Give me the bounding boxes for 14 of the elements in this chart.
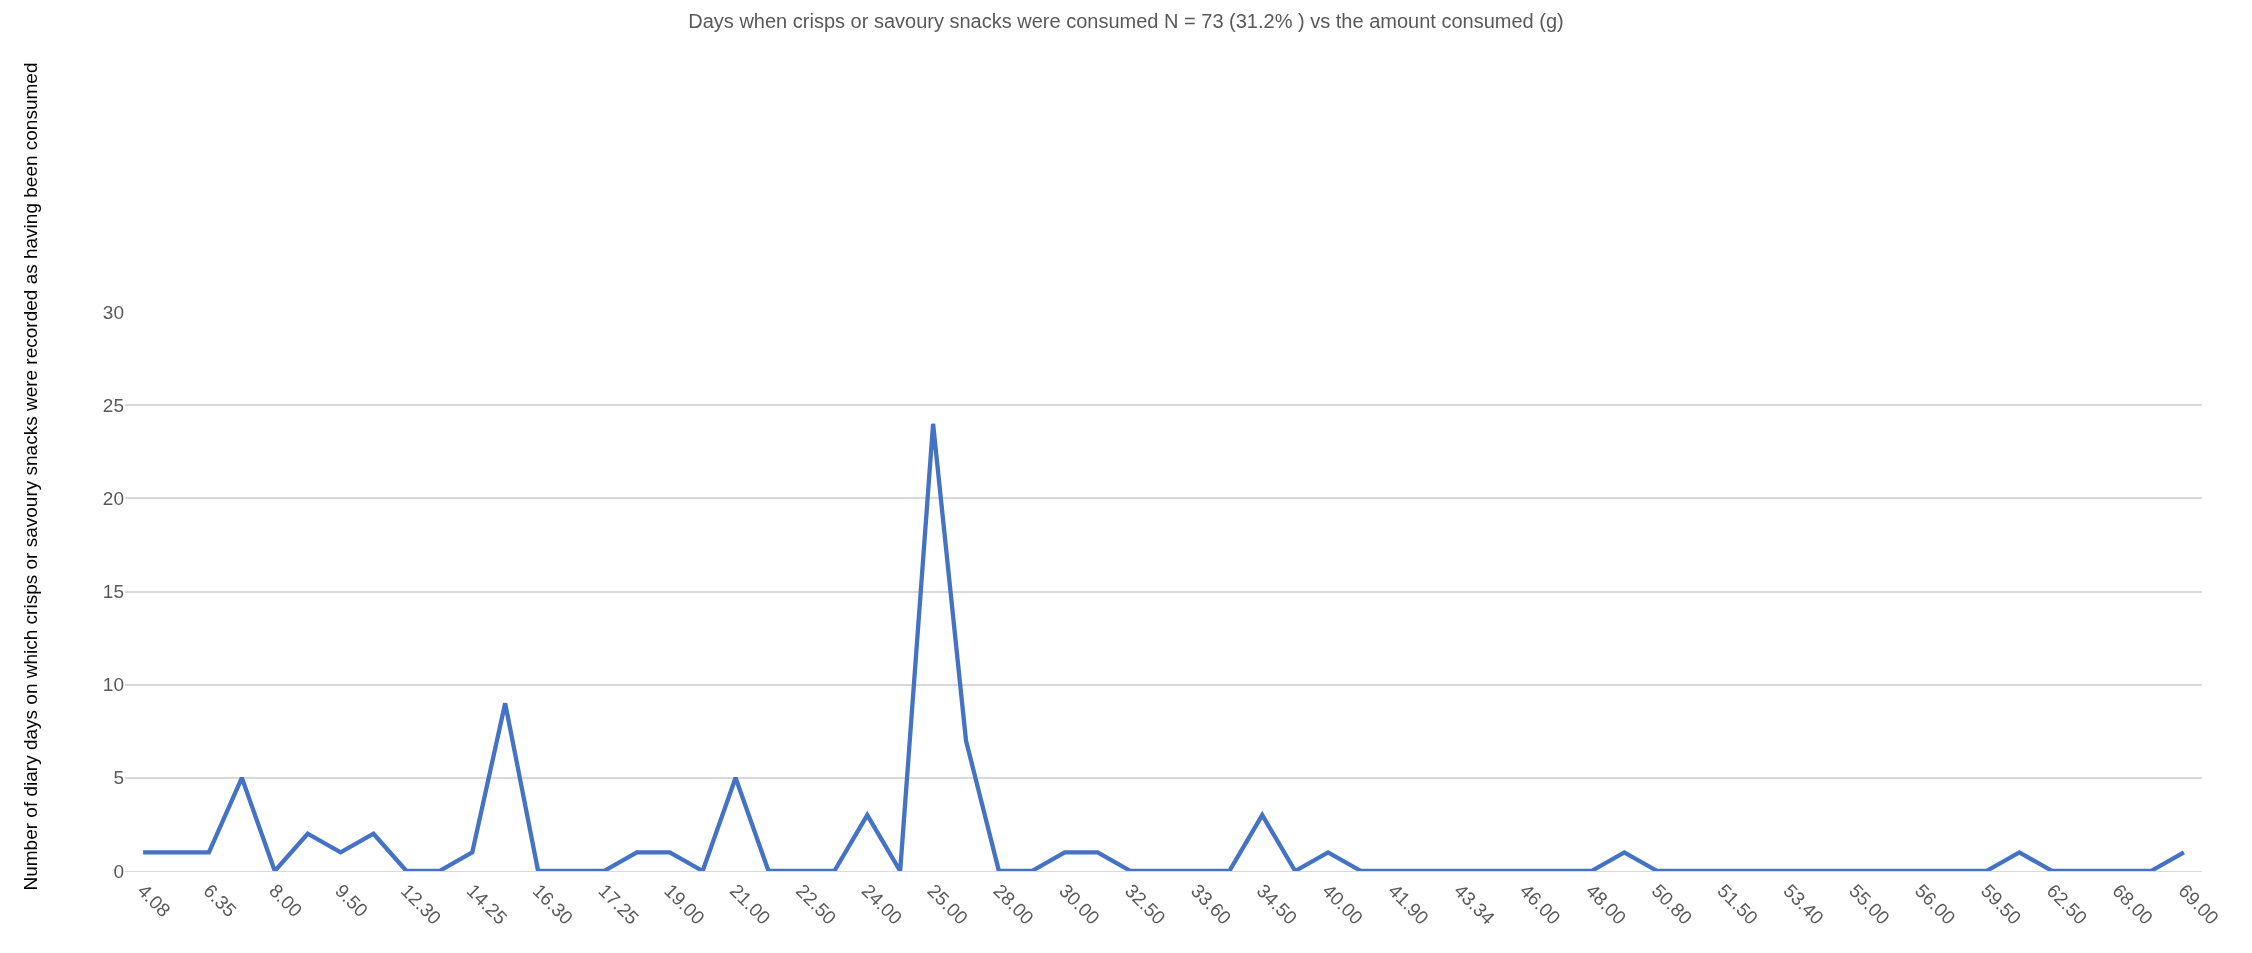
y-tick-label: 10 (102, 674, 124, 696)
chart-title: Days when crisps or savoury snacks were consumed N = 73 (31.2% ) vs the amount consumed (g) (688, 10, 1564, 33)
y-tick-label: 15 (102, 581, 124, 603)
y-axis-title: Number of diary days on which crisps or savoury snacks were recorded as having been consumed (19, 62, 41, 891)
y-tick-label: 0 (113, 860, 124, 882)
x-tick-label: 8.00 (265, 880, 307, 921)
y-tick-label: 30 (102, 301, 124, 323)
x-tick-label: 9.50 (331, 880, 373, 921)
y-tick-label: 20 (102, 487, 124, 509)
x-tick-label: 4.08 (133, 880, 175, 921)
y-tick-label: 25 (102, 394, 124, 416)
line-series (140, 421, 2187, 871)
x-tick-label: 6.35 (199, 880, 241, 921)
y-tick-label: 5 (113, 767, 124, 789)
